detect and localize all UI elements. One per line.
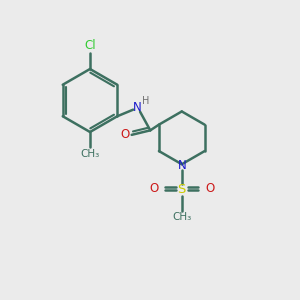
Text: N: N: [178, 159, 187, 172]
Text: N: N: [133, 101, 142, 114]
Text: S: S: [178, 183, 186, 196]
Text: Cl: Cl: [84, 39, 96, 52]
Text: CH₃: CH₃: [80, 149, 100, 160]
Text: H: H: [142, 96, 149, 106]
Text: O: O: [149, 182, 158, 195]
Text: O: O: [121, 128, 130, 141]
Text: CH₃: CH₃: [172, 212, 191, 222]
Text: O: O: [206, 182, 214, 195]
